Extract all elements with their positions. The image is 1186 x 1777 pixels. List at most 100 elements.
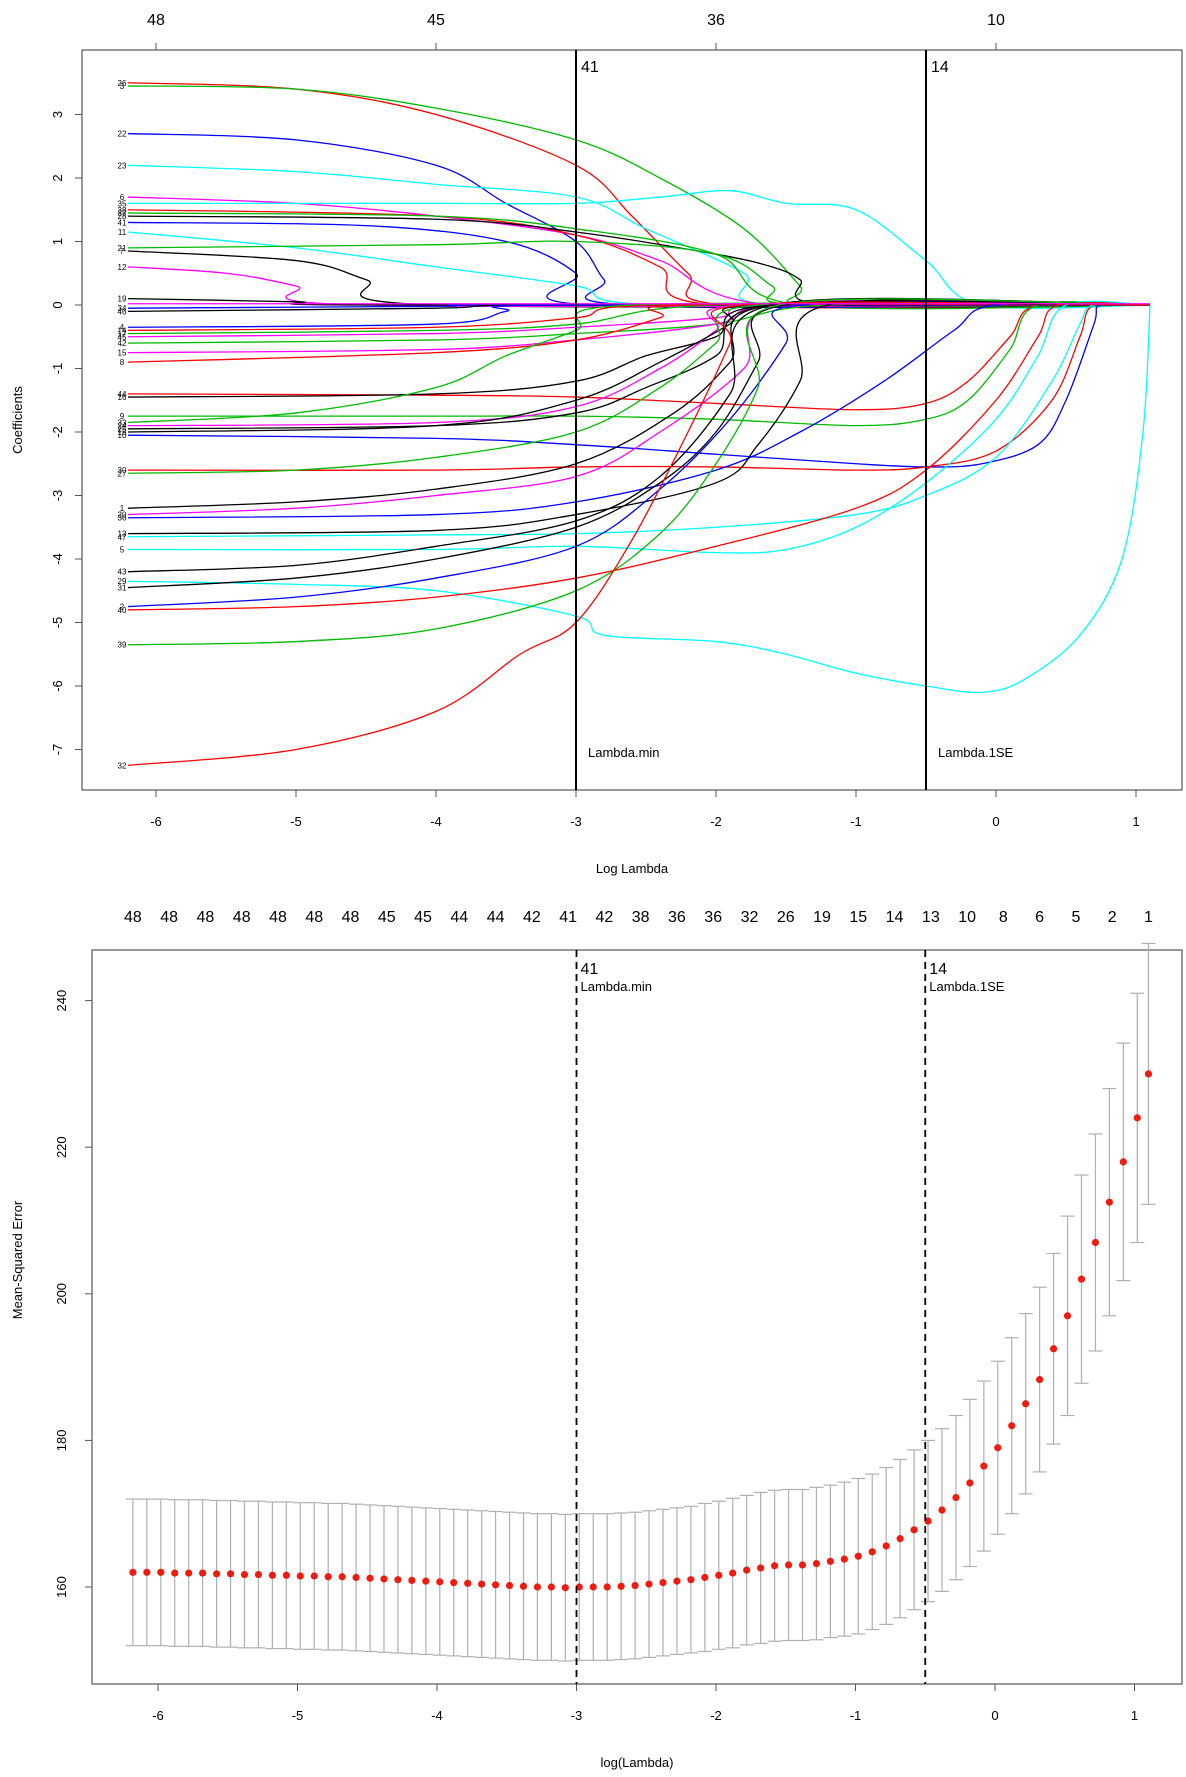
reference-line-label: Lambda.min	[581, 979, 653, 994]
x-tick-label: -3	[571, 1708, 583, 1723]
mse-point	[450, 1579, 458, 1587]
coefficient-path	[128, 189, 1151, 309]
coefficient-path	[127, 250, 1151, 308]
x-tick-label: 1	[1131, 1708, 1138, 1723]
coefficient-path	[127, 85, 1151, 308]
coefficient-path	[128, 301, 1151, 427]
mse-point	[268, 1571, 276, 1579]
path-label: 45	[118, 333, 127, 342]
mse-point	[324, 1573, 332, 1581]
reference-line-count: 14	[931, 59, 949, 76]
path-label: 21	[118, 244, 127, 253]
mse-point	[645, 1580, 653, 1588]
mse-point	[338, 1573, 346, 1581]
mse-point	[464, 1579, 472, 1587]
mse-point	[701, 1573, 709, 1582]
mse-point	[812, 1559, 821, 1568]
coefficient-path	[127, 302, 1151, 611]
mse-point	[854, 1552, 862, 1560]
coefficient-path	[127, 304, 1151, 694]
top-count-label: 48	[124, 909, 142, 926]
mse-point	[687, 1576, 695, 1584]
mse-point	[1036, 1375, 1044, 1384]
plot-frame	[91, 949, 1183, 1685]
mse-point	[994, 1444, 1002, 1452]
mse-point	[533, 1583, 542, 1591]
x-tick-label: -2	[710, 1708, 722, 1723]
coefficient-path	[127, 164, 1151, 308]
coefficient-path	[127, 302, 1151, 519]
mse-point	[254, 1570, 263, 1579]
coefficient-path	[127, 302, 1151, 398]
coefficient-path	[127, 302, 1151, 427]
mse-point	[1133, 1114, 1141, 1122]
y-tick-label: -6	[50, 680, 65, 692]
path-label: 38	[118, 206, 127, 215]
path-label: 16	[118, 393, 127, 402]
path-label: 31	[118, 584, 127, 593]
coefficient-path	[127, 209, 1151, 309]
top-tick-label: 45	[427, 12, 445, 29]
mse-point	[394, 1576, 402, 1584]
top-count-label: 10	[958, 909, 976, 926]
top-count-label: 5	[1071, 909, 1080, 926]
path-label: 11	[118, 228, 127, 237]
top-count-label: 48	[342, 909, 360, 926]
mse-point	[882, 1542, 890, 1550]
path-label: 39	[118, 641, 127, 650]
coefficient-paths	[127, 82, 1151, 767]
path-labels: 2632223635383728411121712193446414174542…	[118, 79, 127, 771]
path-label: 44	[118, 390, 127, 399]
mse-point	[185, 1569, 193, 1577]
coefficient-path	[127, 82, 1151, 309]
reference-line-label: Lambda.min	[588, 745, 660, 760]
mse-point	[896, 1535, 904, 1543]
mse-point	[1022, 1400, 1030, 1408]
y-tick-label: -7	[50, 744, 65, 756]
mse-point	[436, 1578, 444, 1586]
mse-point	[129, 1568, 137, 1576]
mse-point	[505, 1581, 514, 1590]
path-label: 28	[118, 212, 127, 221]
top-count-label: 8	[999, 909, 1008, 926]
mse-point	[408, 1576, 416, 1585]
x-axis: -6 -5 -4 -3 -2 -1 0 1	[150, 790, 1140, 829]
y-tick-label: 160	[54, 1576, 69, 1598]
path-label: 26	[118, 79, 127, 88]
path-label: 9	[120, 412, 125, 421]
y-axis: 160 180 200 220 240	[54, 990, 92, 1598]
mse-point	[226, 1570, 235, 1578]
x-tick-label: -5	[292, 1708, 304, 1723]
coefficient-path	[127, 300, 1151, 554]
top-axis-counts: 48 48 48 48 48 48 48 45 45 44 44 42 41 42 38 36 36 32 26 19…	[124, 909, 1153, 926]
reference-line-count: 14	[929, 961, 947, 978]
path-label: 20	[118, 511, 127, 520]
mse-point	[366, 1574, 374, 1582]
top-tick-label: 48	[147, 12, 165, 29]
mse-point	[561, 1584, 569, 1592]
top-count-label: 48	[197, 909, 215, 926]
mse-point	[199, 1569, 207, 1577]
reference-line-count: 41	[581, 961, 599, 978]
mse-point	[980, 1462, 988, 1470]
y-tick-label: -2	[50, 426, 65, 438]
path-label: 43	[118, 568, 127, 577]
top-tick-label: 10	[987, 12, 1005, 29]
coefficient-path	[127, 301, 1151, 767]
coefficient-path	[127, 302, 1151, 471]
mse-point	[952, 1493, 960, 1502]
path-label: 36	[118, 514, 127, 523]
coefficient-path	[127, 301, 1151, 474]
path-label: 23	[118, 161, 127, 170]
mse-point	[729, 1569, 737, 1577]
top-count-label: 15	[849, 909, 867, 926]
x-tick-label: -1	[850, 814, 862, 829]
mse-point	[1105, 1198, 1113, 1206]
x-tick-label: -4	[430, 814, 442, 829]
path-label: 25	[118, 425, 127, 434]
top-count-label: 14	[886, 909, 904, 926]
path-label: 33	[118, 418, 127, 427]
mse-point	[519, 1582, 528, 1590]
x-tick-label: -3	[570, 814, 582, 829]
